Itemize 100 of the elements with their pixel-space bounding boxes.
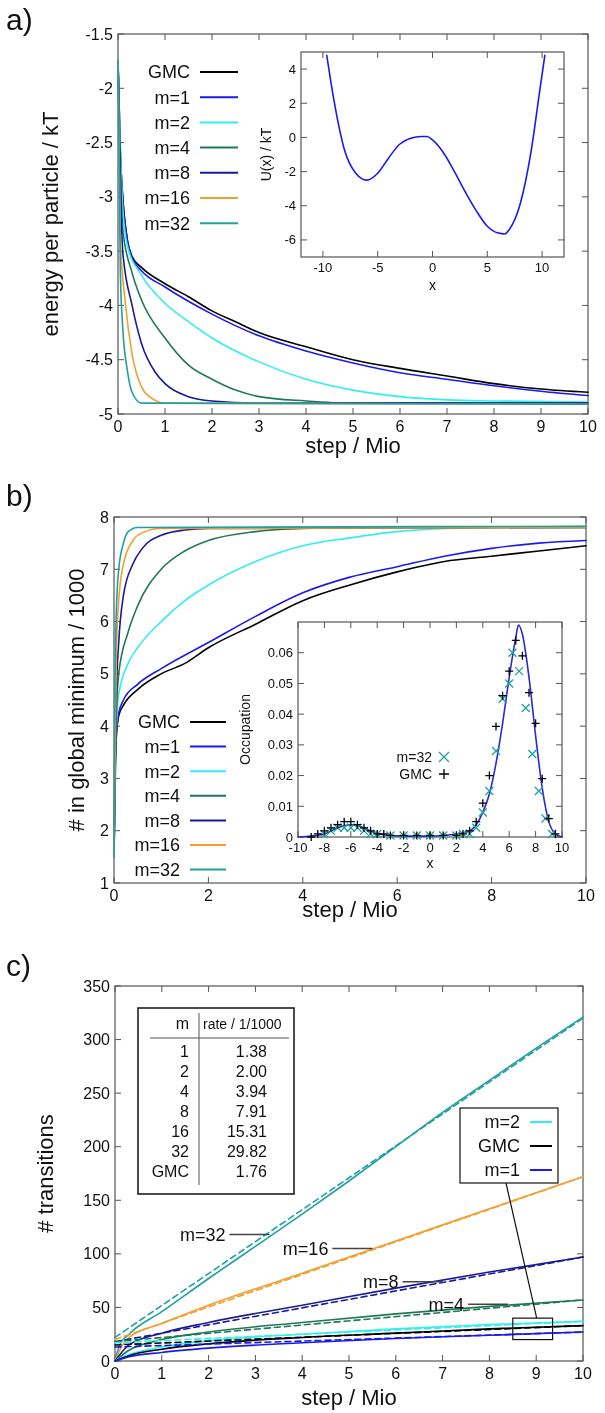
x-tick-label: 7: [442, 418, 452, 435]
y-tick-label: -4: [98, 297, 114, 315]
x-tick-label: 3: [254, 418, 264, 435]
legend-label: m=1: [144, 736, 180, 757]
y-tick-label: 0.04: [267, 706, 293, 722]
legend-label: m=32: [144, 213, 190, 234]
legend-label: GMC: [399, 765, 432, 782]
y-tick-label: 3: [100, 770, 110, 788]
y-tick-label: -5: [98, 405, 114, 423]
annotation: m=16: [282, 1238, 329, 1259]
text: 2.00: [235, 1063, 267, 1080]
text: rate / 1/1000: [203, 1016, 282, 1032]
y-tick-label: -4: [284, 198, 296, 214]
legend-label: m=1: [484, 1160, 520, 1181]
chart-title: a): [6, 3, 33, 36]
y-tick-label: 8: [100, 508, 110, 526]
y-tick-label: 0.02: [267, 768, 293, 784]
y-tick-label: -6: [284, 232, 296, 248]
y-tick-label: 250: [83, 1084, 111, 1102]
x-tick-label: 10: [579, 418, 597, 435]
y-tick-label: -3.5: [85, 242, 114, 260]
legend-label: GMC: [148, 62, 190, 83]
category-label: 16: [171, 1123, 190, 1140]
y-tick-label: 0: [101, 1352, 111, 1370]
y-tick-label: 4: [288, 61, 296, 77]
x-axis-title: x: [426, 855, 434, 871]
y-tick-label: 350: [83, 977, 111, 995]
y-tick-label: 200: [83, 1138, 111, 1156]
x-tick-label: 6: [392, 887, 402, 904]
y-axis-title: energy per particle / kT: [37, 111, 63, 337]
y-tick-label: 0.05: [267, 675, 293, 691]
y-tick-label: 2: [100, 822, 110, 840]
x-tick-label: 8: [484, 1365, 494, 1382]
legend-label: m=16: [144, 188, 190, 209]
y-tick-label: 4: [100, 717, 110, 735]
x-tick-label: 1: [160, 418, 170, 435]
text: 1.76: [235, 1163, 267, 1180]
legend-label: m=4: [144, 786, 180, 807]
x-tick-label: 10: [577, 887, 595, 904]
x-tick-label: 2: [452, 840, 461, 855]
category-label: 1: [180, 1043, 190, 1060]
y-tick-label: -2: [284, 164, 296, 180]
legend-label: m=16: [134, 835, 180, 856]
x-tick-label: 6: [505, 840, 513, 855]
legend-label: m=2: [154, 112, 190, 133]
chart-title: c): [6, 949, 31, 982]
legend-label: m=4: [154, 137, 190, 158]
x-tick-label: -6: [345, 840, 357, 855]
x-tick-label: 2: [204, 1365, 214, 1382]
x-tick-label: 9: [531, 1365, 541, 1382]
x-tick-label: 2: [207, 418, 217, 435]
x-tick-label: 6: [391, 1365, 401, 1382]
x-tick-label: 4: [301, 418, 311, 435]
y-tick-label: -2: [98, 79, 114, 97]
legend-label: m=32: [396, 748, 433, 765]
x-tick-label: 10: [534, 260, 550, 275]
x-tick-label: 5: [348, 418, 358, 435]
annotation: m=8: [363, 1272, 399, 1293]
category-label: 2: [180, 1063, 190, 1080]
y-tick-label: 0.01: [267, 798, 293, 814]
y-axis-title: Occupation: [236, 694, 253, 765]
x-tick-label: 8: [489, 418, 499, 435]
text: 7.91: [235, 1103, 267, 1120]
x-tick-label: -4: [371, 840, 383, 855]
x-tick-label: 8: [531, 840, 540, 855]
category-label: 4: [180, 1083, 190, 1100]
text: 1.38: [235, 1043, 267, 1060]
legend-label: m=8: [144, 810, 180, 831]
legend-label: m=2: [484, 1112, 520, 1133]
x-tick-label: 0: [428, 260, 437, 275]
x-tick-label: 7: [438, 1365, 448, 1382]
y-tick-label: -2.5: [85, 134, 114, 152]
x-tick-label: 2: [203, 887, 213, 904]
y-tick-label: 300: [83, 1031, 111, 1049]
category-label: 8: [180, 1103, 190, 1120]
y-axis-title: # transitions: [32, 1114, 58, 1233]
x-tick-label: 9: [536, 418, 546, 435]
x-tick-label: 5: [483, 260, 491, 275]
y-tick-label: 50: [92, 1299, 111, 1317]
chart-title: b): [6, 479, 33, 512]
y-axis-title: # in global minimum / 1000: [63, 568, 89, 832]
legend-label: GMC: [138, 712, 180, 733]
x-axis-title: step / Mio: [301, 1385, 397, 1410]
y-tick-label: 7: [100, 560, 110, 578]
y-tick-label: 6: [100, 613, 110, 631]
x-axis-title: step / Mio: [305, 433, 401, 458]
x-tick-label: -8: [318, 840, 331, 855]
y-tick-label: 0.06: [267, 645, 293, 661]
y-tick-label: -1.5: [85, 25, 114, 43]
x-tick-label: -10: [313, 260, 333, 275]
y-tick-label: 100: [83, 1245, 111, 1263]
legend-label: m=8: [154, 163, 190, 184]
y-axis-title: U(x) / kT: [257, 127, 274, 182]
category-label: GMC: [151, 1163, 189, 1180]
y-tick-label: 150: [83, 1191, 111, 1209]
x-tick-label: 10: [554, 840, 570, 855]
x-tick-label: 4: [479, 840, 487, 855]
y-tick-label: -3: [98, 188, 114, 206]
y-tick-label: 5: [100, 665, 110, 683]
x-tick-label: 8: [487, 887, 497, 904]
